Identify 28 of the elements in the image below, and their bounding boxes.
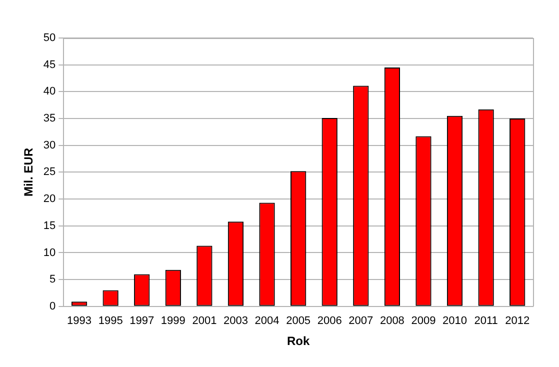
x-tick-label: 2009 [411, 315, 436, 328]
x-tick-label: 2005 [286, 315, 311, 328]
x-tick-label: 2008 [380, 315, 404, 328]
x-tick-label: 2003 [223, 315, 248, 328]
x-tick-label: 2012 [505, 315, 530, 328]
y-tick-label: 40 [43, 86, 56, 98]
x-tick-label: 1999 [160, 315, 186, 328]
y-tick-label: 0 [50, 300, 56, 312]
x-tick-label: 1995 [98, 315, 123, 328]
y-tick-label: 10 [43, 246, 56, 259]
y-tick-label: 5 [50, 274, 56, 286]
x-tick-label: 1993 [67, 315, 92, 328]
y-tick-label: 35 [43, 112, 56, 125]
x-tick-label: 1997 [130, 315, 154, 328]
y-tick-label: 20 [43, 193, 56, 206]
x-tick-label: 2006 [317, 315, 342, 328]
y-axis-title: Mil. EUR [22, 148, 36, 197]
x-tick-label: 2011 [474, 315, 498, 328]
x-axis-title: Rok [286, 334, 310, 348]
y-tick-label: 50 [43, 32, 56, 44]
y-tick-label: 30 [43, 139, 56, 152]
x-tick-label: 2001 [192, 315, 217, 328]
y-tick-label: 25 [43, 166, 56, 178]
x-tick-label: 2007 [348, 315, 374, 328]
x-tick-label: 2010 [442, 315, 468, 328]
y-tick-label: 45 [43, 58, 56, 71]
y-tick-label: 15 [43, 220, 56, 232]
x-tick-label: 2004 [254, 315, 280, 328]
